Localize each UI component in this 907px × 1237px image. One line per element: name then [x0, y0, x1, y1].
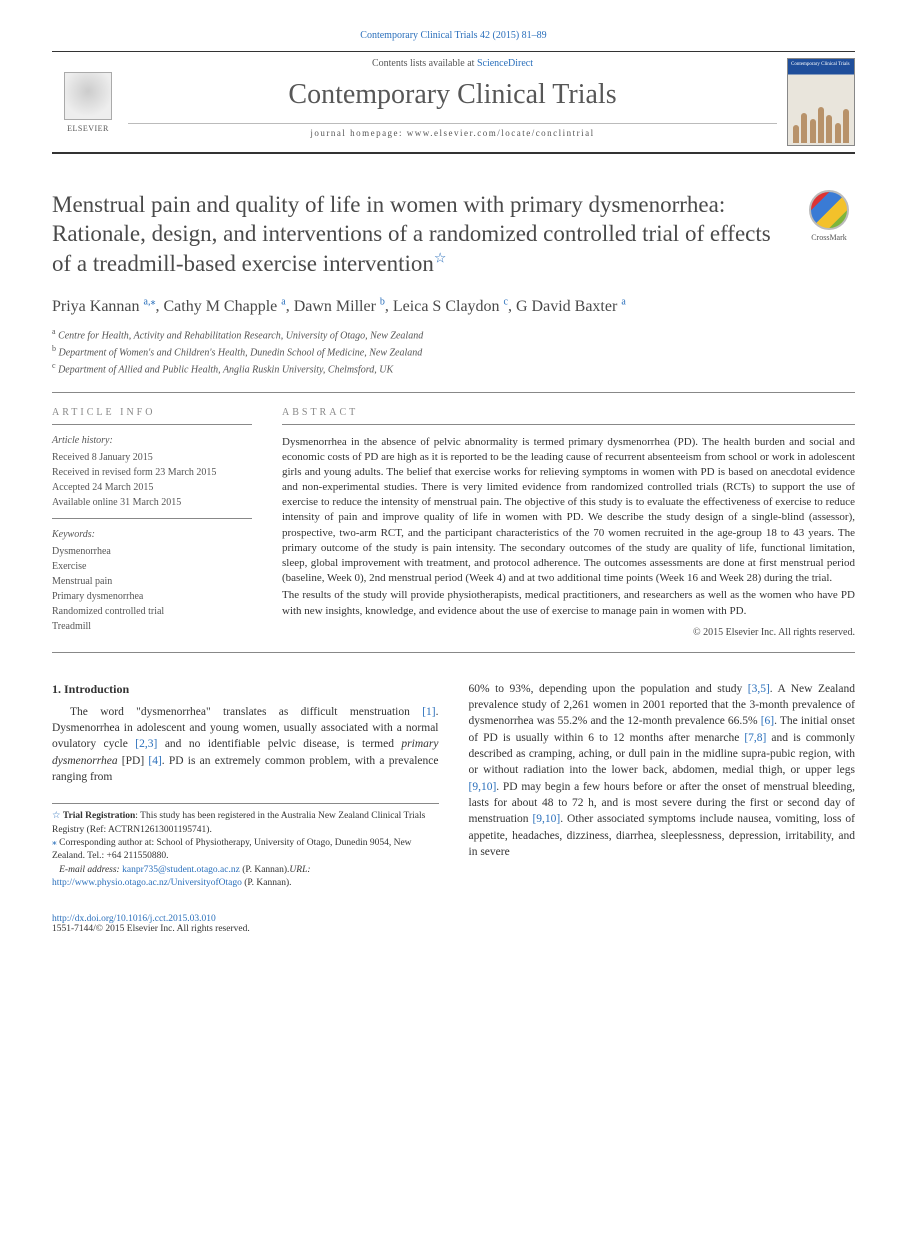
journal-masthead: ELSEVIER Contents lists available at Sci… [52, 51, 855, 154]
email-who: (P. Kannan). [240, 865, 290, 875]
trial-label: Trial Registration [63, 811, 135, 821]
keywords-label: Keywords: [52, 527, 252, 542]
body-left-column: 1. Introduction The word "dysmenorrhea" … [52, 681, 439, 890]
ref-1[interactable]: [1] [422, 706, 435, 718]
article-title-text: Menstrual pain and quality of life in wo… [52, 192, 771, 276]
abstract-copyright: © 2015 Elsevier Inc. All rights reserved… [282, 627, 855, 638]
email-line: E-mail address: kanpr735@student.otago.a… [52, 864, 439, 877]
contents-prefix: Contents lists available at [372, 58, 477, 69]
email-label: E-mail address: [59, 865, 120, 875]
page-footer: http://dx.doi.org/10.1016/j.cct.2015.03.… [52, 914, 855, 934]
elsevier-tree-icon [64, 72, 112, 120]
contents-line: Contents lists available at ScienceDirec… [128, 58, 777, 69]
keywords-block: Keywords: DysmenorrheaExerciseMenstrual … [52, 527, 252, 634]
ref-9-10a[interactable]: [9,10] [469, 781, 497, 793]
trial-registration-note: ☆ Trial Registration: This study has bee… [52, 810, 439, 837]
section-1-heading: 1. Introduction [52, 681, 439, 698]
journal-title: Contemporary Clinical Trials [128, 79, 777, 111]
corr-email-link[interactable]: kanpr735@student.otago.ac.nz [122, 865, 240, 875]
crossmark-icon [809, 190, 849, 230]
article-info-heading: article info [52, 407, 252, 425]
abstract-heading: abstract [282, 407, 855, 425]
corresponding-author-note: ⁎ Corresponding author at: School of Phy… [52, 837, 439, 864]
t: 60% to 93%, depending upon the populatio… [469, 683, 748, 695]
issn-copyright: 1551-7144/© 2015 Elsevier Inc. All right… [52, 924, 250, 934]
ref-2-3[interactable]: [2,3] [135, 738, 157, 750]
publisher-name: ELSEVIER [67, 124, 109, 133]
t: [PD] [118, 755, 149, 767]
corr-text: Corresponding author at: School of Physi… [52, 838, 412, 861]
star-icon: ☆ [52, 811, 61, 821]
article-info-column: article info Article history: Received 8… [52, 407, 252, 638]
doi-link[interactable]: http://dx.doi.org/10.1016/j.cct.2015.03.… [52, 914, 216, 924]
authors-line: Priya Kannan a,⁎, Cathy M Chapple a, Daw… [52, 296, 855, 315]
ref-3-5[interactable]: [3,5] [748, 683, 770, 695]
ref-9-10b[interactable]: [9,10] [532, 813, 560, 825]
title-footnote-star-icon: ☆ [434, 251, 447, 266]
ref-6[interactable]: [6] [761, 715, 774, 727]
article-title: Menstrual pain and quality of life in wo… [52, 190, 783, 278]
article-history: Article history: Received 8 January 2015… [52, 433, 252, 519]
journal-cover-thumb: Contemporary Clinical Trials [781, 52, 855, 152]
cover-art-icon [792, 95, 850, 143]
url-line: http://www.physio.otago.ac.nz/University… [52, 877, 439, 890]
crossmark-label: CrossMark [811, 233, 847, 242]
publisher-logo: ELSEVIER [52, 52, 124, 152]
abstract-column: abstract Dysmenorrhea in the absence of … [282, 407, 855, 638]
history-label: Article history: [52, 433, 252, 448]
journal-homepage: journal homepage: www.elsevier.com/locat… [128, 123, 777, 138]
ref-4[interactable]: [4] [148, 755, 161, 767]
intro-para-left: The word "dysmenorrhea" translates as di… [52, 704, 439, 786]
body-right-column: 60% to 93%, depending upon the populatio… [469, 681, 856, 890]
intro-para-right: 60% to 93%, depending upon the populatio… [469, 681, 856, 861]
affiliations: a Centre for Health, Activity and Rehabi… [52, 326, 855, 378]
url-who: (P. Kannan). [242, 878, 292, 888]
sciencedirect-link[interactable]: ScienceDirect [477, 58, 533, 69]
abstract-p2: The results of the study will provide ph… [282, 588, 855, 618]
abstract-p1: Dysmenorrhea in the absence of pelvic ab… [282, 435, 855, 587]
crossmark-badge[interactable]: CrossMark [803, 190, 855, 278]
footnotes: ☆ Trial Registration: This study has bee… [52, 803, 439, 890]
ref-7-8[interactable]: [7,8] [744, 732, 766, 744]
t: and no identifiable pelvic disease, is t… [157, 738, 401, 750]
t: The word "dysmenorrhea" translates as di… [70, 706, 422, 718]
section-rule [52, 392, 855, 393]
corr-url-link[interactable]: http://www.physio.otago.ac.nz/University… [52, 878, 242, 888]
cover-title: Contemporary Clinical Trials [791, 62, 851, 68]
url-label: URL: [289, 865, 310, 875]
running-head: Contemporary Clinical Trials 42 (2015) 8… [52, 30, 855, 41]
